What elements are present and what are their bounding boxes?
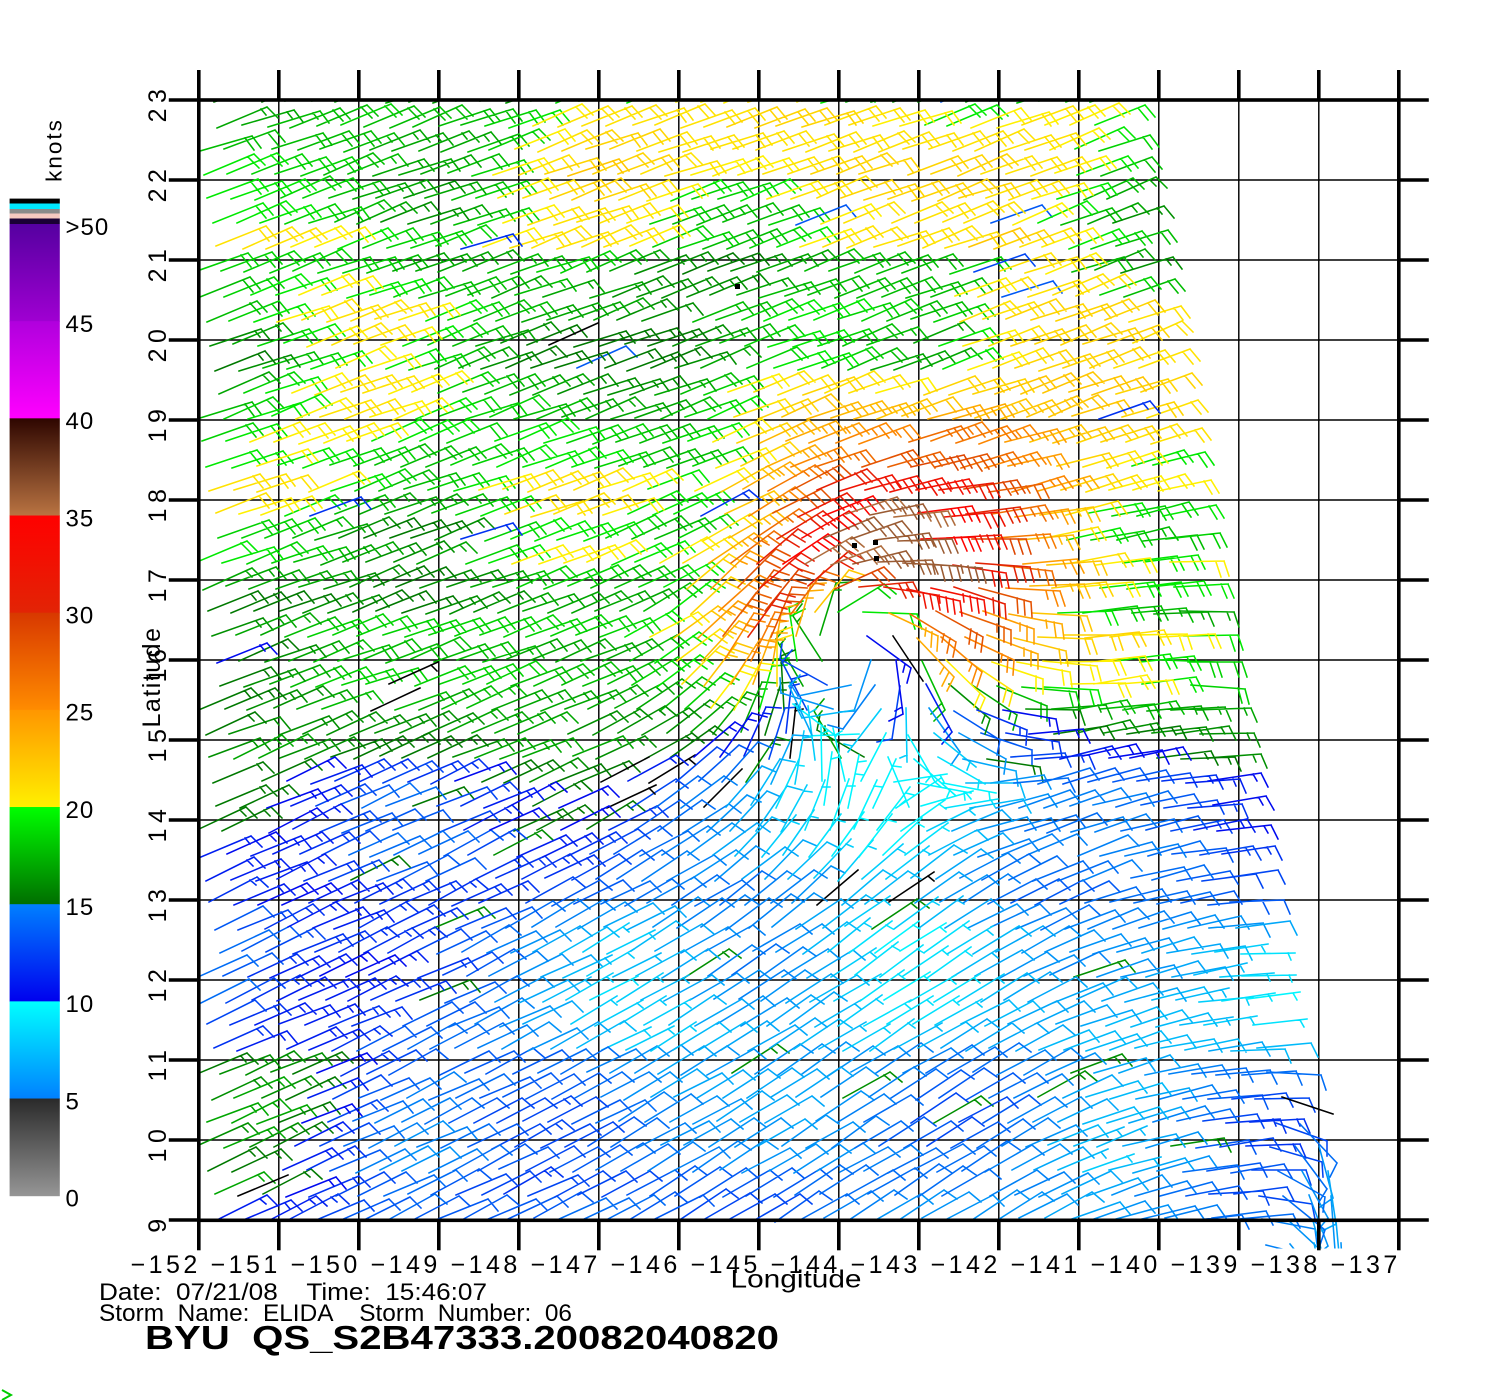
svg-text:−152: −152 (130, 1251, 200, 1279)
svg-text:−141: −141 (1010, 1251, 1080, 1279)
svg-text:−145: −145 (690, 1251, 760, 1279)
svg-text:Longitude: Longitude (731, 1266, 862, 1294)
svg-text:45: 45 (66, 311, 95, 338)
svg-text:40: 40 (66, 408, 95, 435)
svg-text:BYU QS_S2B47333.20082040820: BYU QS_S2B47333.20082040820 (145, 1319, 779, 1356)
svg-text:17: 17 (144, 564, 172, 603)
svg-text:13: 13 (144, 884, 172, 923)
svg-text:−146: −146 (610, 1251, 680, 1279)
svg-text:20: 20 (144, 324, 172, 363)
svg-text:25: 25 (66, 700, 95, 727)
svg-text:−142: −142 (930, 1251, 1000, 1279)
svg-text:−140: −140 (1090, 1251, 1160, 1279)
svg-text:>50: >50 (66, 214, 110, 241)
svg-text:14: 14 (144, 804, 172, 843)
svg-text:9: 9 (144, 1213, 172, 1232)
svg-text:10: 10 (66, 991, 95, 1018)
svg-text:−143: −143 (850, 1251, 920, 1279)
svg-text:Storm Name: ELIDA Storm: Storm Name: ELIDA Storm Number: 06 (99, 1300, 572, 1327)
svg-text:5: 5 (66, 1088, 80, 1115)
svg-text:0: 0 (66, 1186, 80, 1213)
svg-text:23: 23 (144, 84, 172, 123)
svg-text:Latitude: Latitude (138, 627, 166, 728)
svg-text:knots: knots (42, 118, 67, 182)
svg-text:−137: −137 (1330, 1251, 1400, 1279)
svg-text:−138: −138 (1250, 1251, 1320, 1279)
svg-text:30: 30 (66, 603, 95, 630)
svg-text:11: 11 (144, 1045, 172, 1082)
svg-text:Date: 07/21/08 Time: 15:4: Date: 07/21/08 Time: 15:46:07 (99, 1279, 487, 1306)
svg-text:35: 35 (66, 505, 95, 532)
svg-text:−150: −150 (290, 1251, 360, 1279)
svg-text:19: 19 (144, 404, 172, 443)
svg-text:−139: −139 (1170, 1251, 1240, 1279)
svg-text:21: 21 (144, 244, 172, 283)
svg-text:−148: −148 (450, 1251, 520, 1279)
svg-text:−149: −149 (370, 1251, 440, 1279)
svg-text:−147: −147 (530, 1251, 600, 1279)
svg-text:20: 20 (66, 797, 95, 824)
svg-text:22: 22 (144, 164, 172, 203)
svg-text:10: 10 (144, 1124, 172, 1163)
svg-text:15: 15 (66, 894, 95, 921)
svg-text:16: 16 (144, 644, 172, 683)
svg-text:15: 15 (144, 724, 172, 763)
svg-text:−151: −151 (210, 1251, 280, 1279)
svg-text:−144: −144 (770, 1251, 840, 1279)
svg-text:18: 18 (144, 484, 172, 523)
svg-text:12: 12 (144, 964, 172, 1003)
